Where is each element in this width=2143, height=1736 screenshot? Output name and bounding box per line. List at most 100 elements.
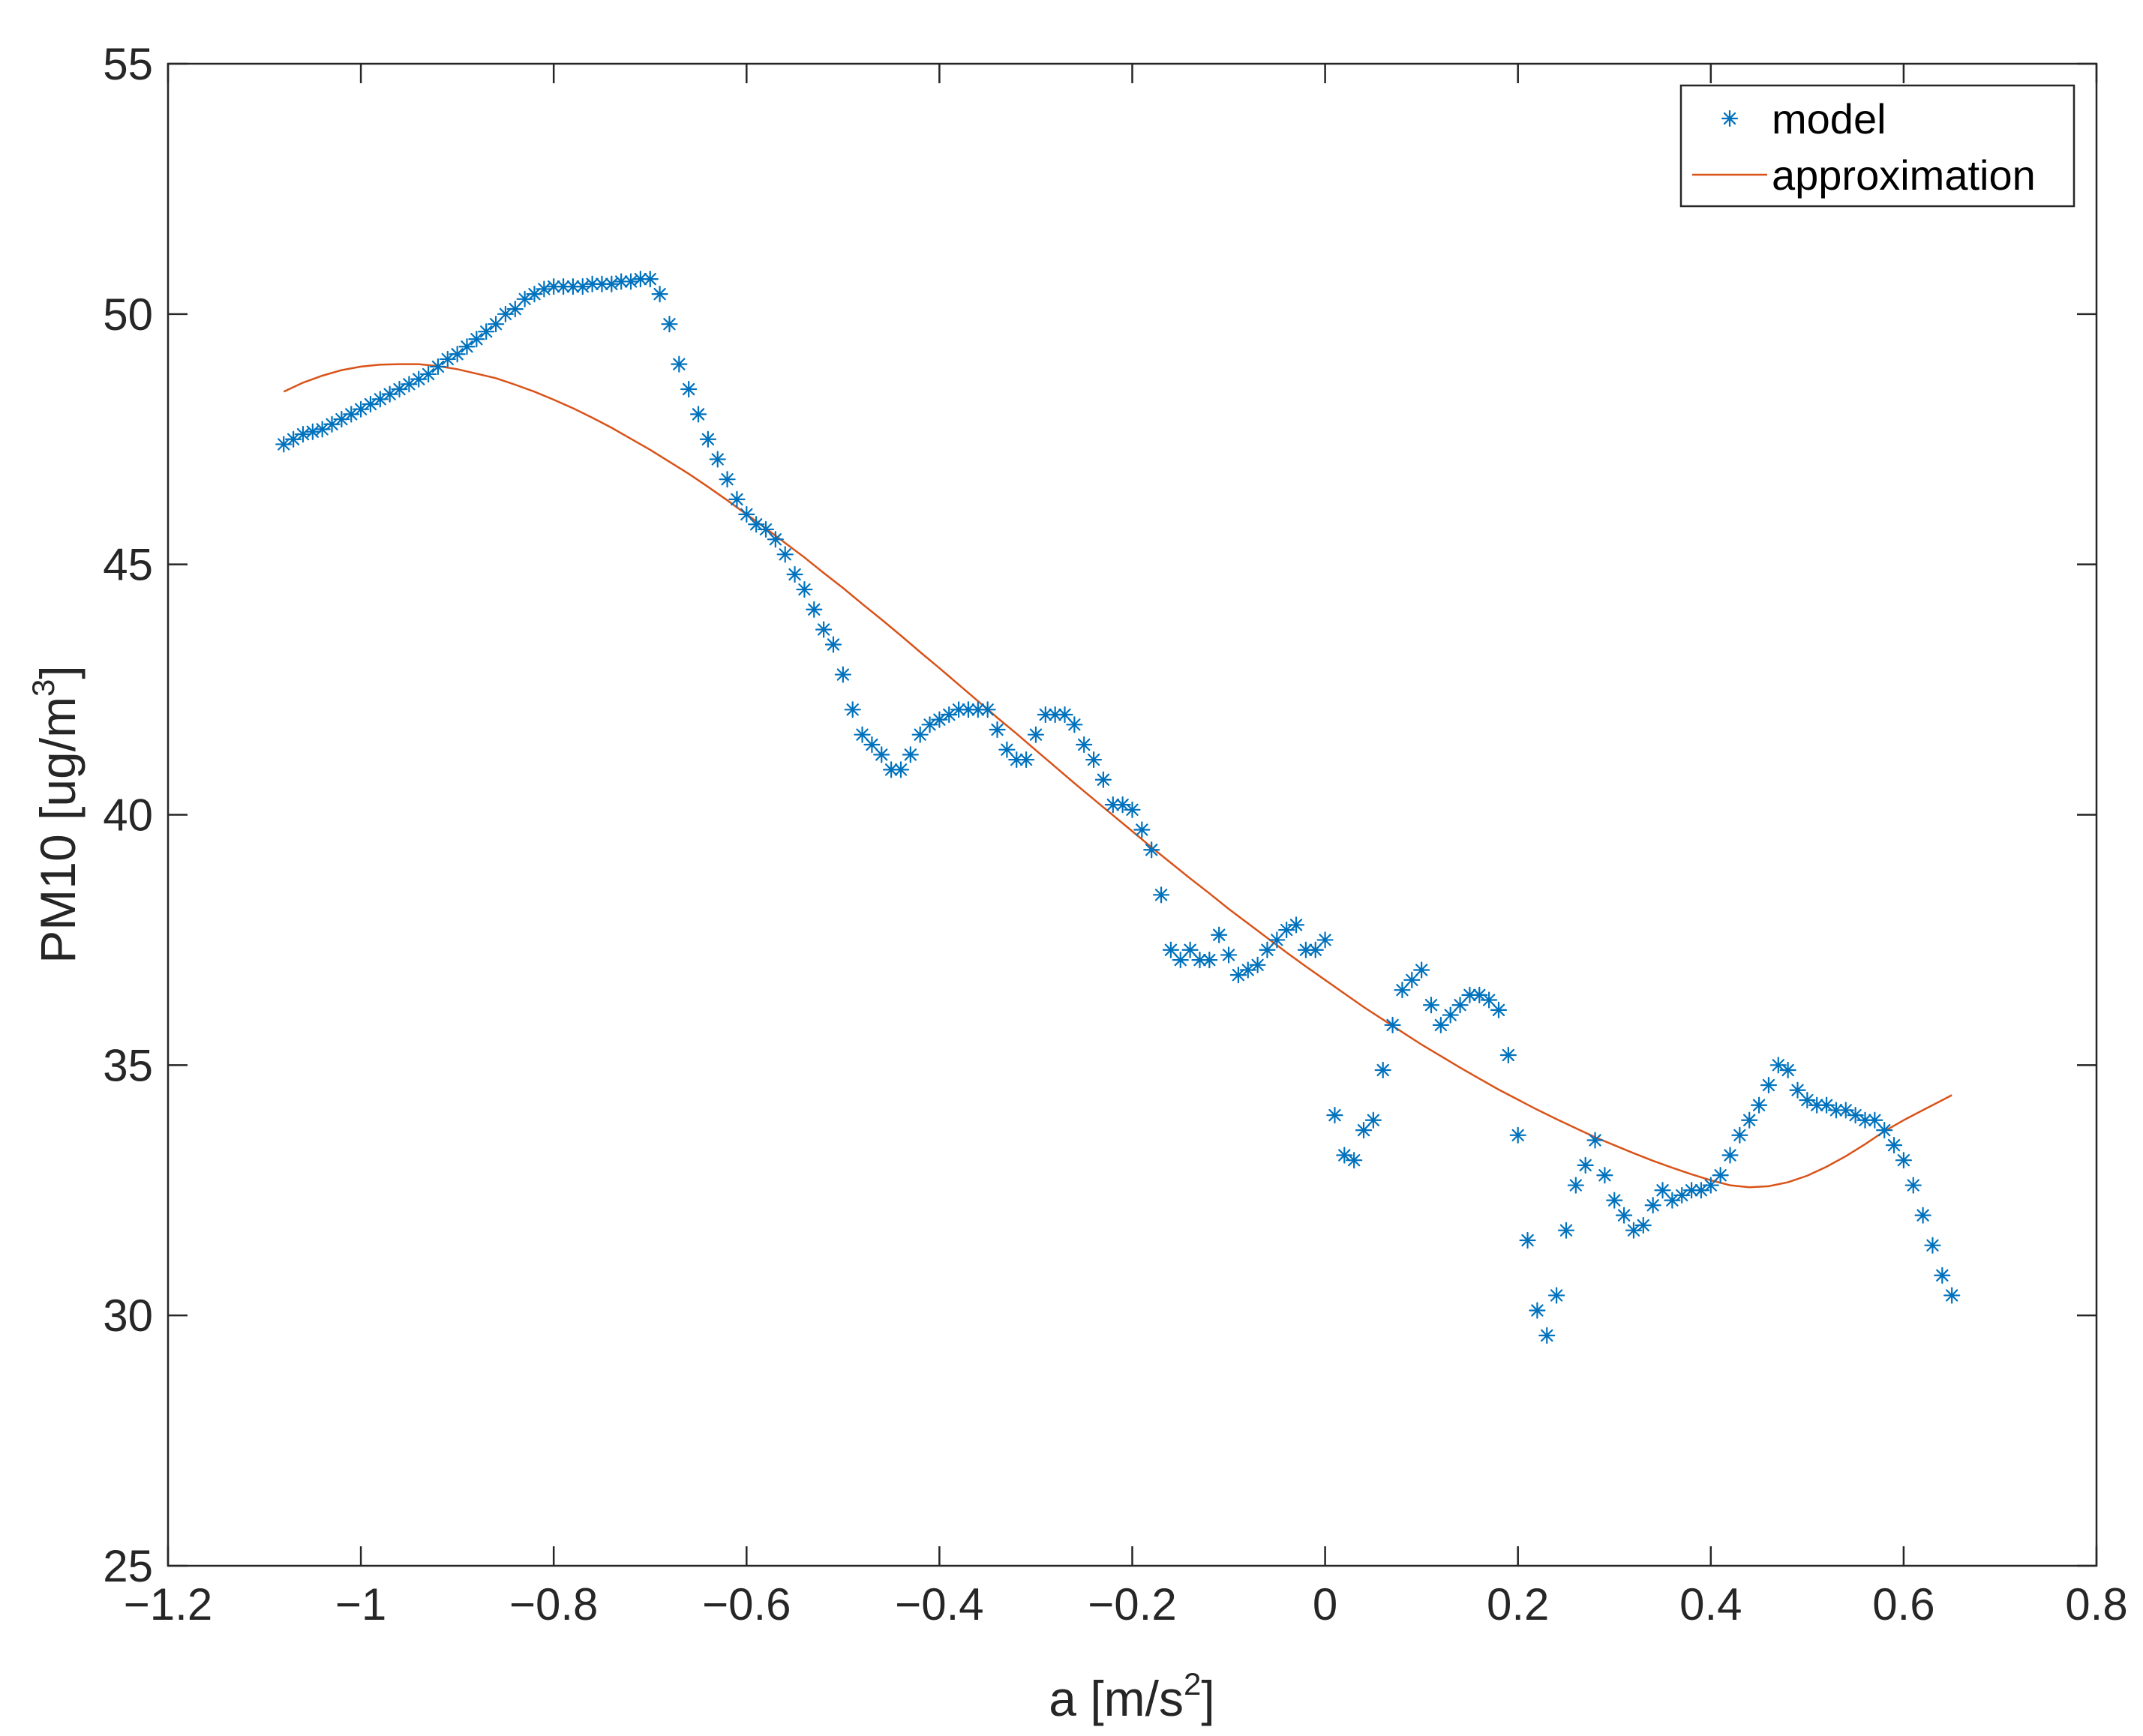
model-point bbox=[1249, 956, 1266, 973]
model-point bbox=[699, 430, 716, 448]
model-point bbox=[622, 273, 640, 290]
model-point bbox=[1664, 1192, 1681, 1209]
model-point bbox=[844, 701, 861, 718]
legend: model approximation bbox=[1679, 84, 2075, 208]
model-point bbox=[333, 410, 350, 428]
model-point bbox=[1124, 801, 1141, 818]
x-tick-label: 0.2 bbox=[1487, 1579, 1549, 1630]
legend-model-star bbox=[1721, 109, 1739, 127]
model-point bbox=[671, 355, 688, 373]
model-point bbox=[1876, 1122, 1893, 1139]
model-point bbox=[1499, 1046, 1517, 1064]
model-point bbox=[1538, 1327, 1556, 1344]
model-point bbox=[776, 546, 794, 563]
model-point bbox=[487, 316, 505, 333]
model-point bbox=[1943, 1287, 1961, 1304]
model-point bbox=[1114, 796, 1131, 814]
model-point bbox=[1143, 841, 1160, 859]
model-point bbox=[786, 565, 803, 583]
model-point bbox=[1904, 1177, 1922, 1194]
legend-model-marker bbox=[1721, 109, 1739, 127]
model-point bbox=[458, 338, 476, 355]
model-point bbox=[1220, 946, 1238, 964]
model-point bbox=[419, 365, 437, 383]
model-point bbox=[863, 736, 881, 754]
legend-approximation-label: approximation bbox=[1772, 151, 2036, 199]
model-point bbox=[1451, 997, 1469, 1014]
model-point bbox=[1094, 771, 1112, 788]
model-point bbox=[1625, 1222, 1643, 1239]
model-point bbox=[323, 415, 341, 433]
model-point bbox=[796, 580, 813, 598]
model-point bbox=[1557, 1222, 1575, 1239]
model-point bbox=[1616, 1207, 1633, 1224]
model-point bbox=[1442, 1006, 1459, 1024]
model-point bbox=[661, 316, 678, 333]
model-point bbox=[1682, 1182, 1700, 1199]
model-point bbox=[603, 275, 620, 292]
model-point bbox=[998, 741, 1016, 758]
model-point bbox=[873, 746, 890, 763]
model-point bbox=[979, 701, 996, 718]
x-tick-label: −0.6 bbox=[702, 1579, 791, 1630]
model-point bbox=[757, 520, 775, 538]
model-point bbox=[1741, 1111, 1758, 1129]
model-point bbox=[911, 726, 929, 743]
x-axis: −1.2 −1 −0.8 −0.6 −0.4 −0.2 0 0.2 0.4 0.6 0.8 bbox=[124, 64, 2128, 1630]
model-point bbox=[1432, 1016, 1449, 1034]
model-point bbox=[1229, 967, 1247, 984]
model-point bbox=[969, 701, 986, 718]
model-point bbox=[1924, 1237, 1941, 1254]
y-tick-label: 25 bbox=[103, 1541, 153, 1591]
model-point bbox=[1422, 997, 1440, 1014]
model-point bbox=[728, 490, 746, 508]
model-point bbox=[449, 346, 466, 363]
model-point bbox=[1394, 982, 1411, 999]
model-point bbox=[506, 301, 524, 318]
model-point bbox=[1346, 1152, 1363, 1169]
approximation-series bbox=[283, 363, 1952, 1189]
model-point bbox=[536, 280, 553, 298]
model-point bbox=[1567, 1177, 1584, 1194]
model-point bbox=[429, 358, 447, 376]
model-series bbox=[275, 270, 1961, 1344]
model-point bbox=[1076, 736, 1093, 754]
x-axis-label: a [m/s2] bbox=[1049, 1666, 1214, 1726]
y-tick-label: 50 bbox=[103, 289, 153, 340]
model-point bbox=[719, 471, 736, 488]
model-point bbox=[1529, 1302, 1546, 1319]
model-point bbox=[989, 721, 1006, 739]
legend-box bbox=[1679, 84, 2075, 208]
y-tick-label: 45 bbox=[103, 540, 153, 590]
model-point bbox=[1654, 1182, 1671, 1199]
model-point bbox=[767, 531, 784, 548]
approximation-line bbox=[283, 363, 1952, 1189]
model-point bbox=[1268, 931, 1286, 949]
model-point bbox=[815, 621, 833, 638]
model-point bbox=[1085, 751, 1103, 769]
model-point bbox=[1239, 961, 1256, 979]
model-point bbox=[1133, 821, 1151, 838]
model-point bbox=[1201, 952, 1218, 969]
model-point bbox=[1403, 971, 1421, 988]
model-point bbox=[1519, 1231, 1536, 1249]
model-point bbox=[1606, 1192, 1623, 1209]
model-point bbox=[1731, 1126, 1748, 1144]
x-tick-label: 0 bbox=[1313, 1579, 1337, 1630]
model-point bbox=[1750, 1096, 1768, 1114]
model-point bbox=[478, 323, 495, 340]
model-point bbox=[892, 761, 910, 778]
model-point bbox=[806, 601, 823, 618]
x-tick-label: −0.2 bbox=[1088, 1579, 1176, 1630]
model-point bbox=[1316, 931, 1334, 949]
model-point bbox=[381, 385, 398, 403]
model-point bbox=[545, 278, 563, 295]
x-tick-label: −0.8 bbox=[509, 1579, 598, 1630]
model-point bbox=[1307, 941, 1324, 958]
model-point bbox=[1287, 916, 1305, 934]
y-tick-label: 55 bbox=[103, 39, 153, 89]
model-point bbox=[1934, 1267, 1951, 1284]
model-point bbox=[1760, 1076, 1778, 1094]
model-point bbox=[1586, 1132, 1604, 1149]
